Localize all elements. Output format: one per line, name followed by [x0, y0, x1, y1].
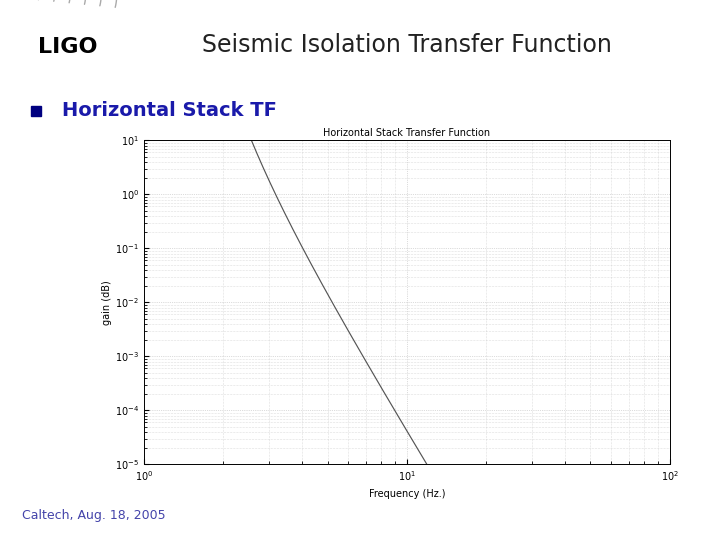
X-axis label: Frequency (Hz.): Frequency (Hz.): [369, 489, 445, 498]
Text: Horizontal Stack TF: Horizontal Stack TF: [62, 101, 277, 120]
Y-axis label: gain (dB): gain (dB): [102, 280, 112, 325]
Text: Caltech, Aug. 18, 2005: Caltech, Aug. 18, 2005: [22, 509, 165, 522]
Title: Horizontal Stack Transfer Function: Horizontal Stack Transfer Function: [323, 128, 490, 138]
Text: LIGO: LIGO: [37, 37, 97, 57]
Text: Seismic Isolation Transfer Function: Seismic Isolation Transfer Function: [202, 32, 612, 57]
